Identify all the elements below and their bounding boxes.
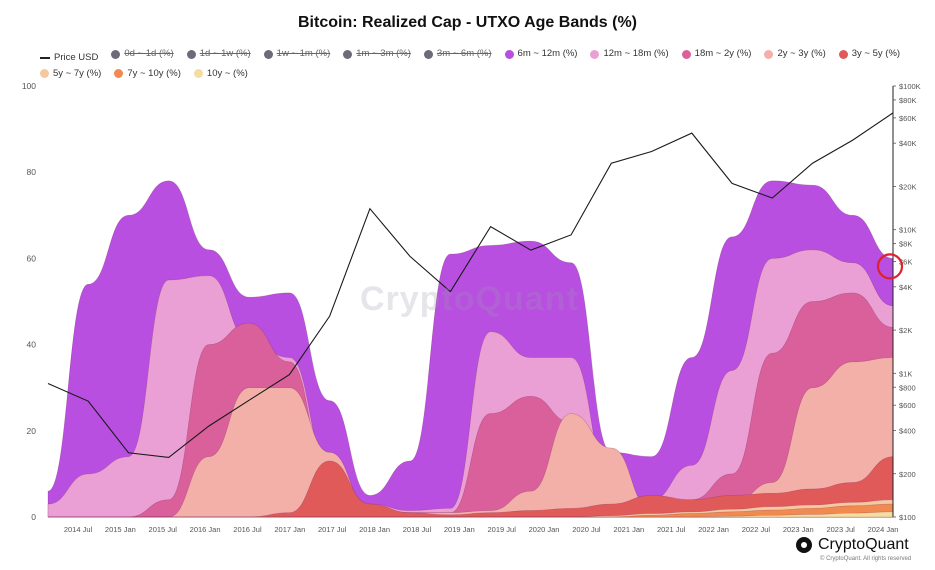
x-tick-label: 2023 Jan bbox=[783, 525, 814, 534]
legend-swatch-icon bbox=[681, 49, 691, 59]
legend-swatch-icon bbox=[263, 49, 273, 59]
legend-item[interactable]: 0d ~ 1d (%) bbox=[111, 46, 174, 62]
y-right-tick-label: $8K bbox=[899, 240, 912, 249]
legend-label: 1w ~ 1m (%) bbox=[276, 48, 331, 59]
area-series bbox=[48, 511, 894, 518]
x-tick-label: 2021 Jul bbox=[657, 525, 686, 534]
legend-item[interactable]: 2y ~ 3y (%) bbox=[764, 46, 826, 62]
x-tick-label: 2024 Jan bbox=[868, 525, 899, 534]
cryptoquant-logo-icon bbox=[796, 537, 812, 553]
watermark-text: CryptoQuant bbox=[360, 280, 579, 318]
y-right-tick-label: $600 bbox=[899, 401, 916, 410]
y-right-tick-label: $1K bbox=[899, 369, 912, 378]
brand-name: CryptoQuant bbox=[818, 536, 909, 553]
y-right-tick-label: $200 bbox=[899, 470, 916, 479]
legend-label: 10y ~ (%) bbox=[206, 67, 248, 79]
y-left-tick-label: 40 bbox=[27, 340, 37, 350]
y-right-tick-label: $800 bbox=[899, 383, 916, 392]
legend-item[interactable]: Price USD bbox=[40, 50, 98, 66]
legend-swatch-icon bbox=[590, 49, 600, 59]
legend-swatch-icon bbox=[186, 49, 196, 59]
chart-legend: Price USD 0d ~ 1d (%) 1d ~ 1w (%) 1w ~ 1m (… bbox=[40, 46, 920, 84]
legend-label: 7y ~ 10y (%) bbox=[127, 67, 181, 79]
legend-label: 1m ~ 3m (%) bbox=[356, 48, 411, 59]
y-left-tick-label: 20 bbox=[27, 426, 37, 436]
legend-label: 18m ~ 2y (%) bbox=[694, 48, 752, 59]
legend-label: Price USD bbox=[54, 51, 99, 63]
x-tick-label: 2017 Jul bbox=[318, 525, 347, 534]
x-tick-label: 2023 Jul bbox=[826, 525, 855, 534]
x-tick-label: 2014 Jul bbox=[64, 525, 93, 534]
legend-item[interactable]: 1w ~ 1m (%) bbox=[263, 46, 331, 62]
x-tick-label: 2015 Jan bbox=[105, 525, 136, 534]
legend-item[interactable]: 12m ~ 18m (%) bbox=[590, 46, 669, 62]
y-left-tick-label: 60 bbox=[27, 253, 37, 263]
legend-swatch-icon bbox=[343, 49, 353, 59]
x-tick-label: 2018 Jan bbox=[359, 525, 390, 534]
legend-swatch-icon bbox=[423, 49, 433, 59]
legend-label: 1d ~ 1w (%) bbox=[199, 48, 251, 59]
chart-title: Bitcoin: Realized Cap - UTXO Age Bands (… bbox=[298, 14, 637, 31]
legend-swatch-icon bbox=[111, 49, 121, 59]
x-tick-label: 2021 Jan bbox=[613, 525, 644, 534]
legend-label: 2y ~ 3y (%) bbox=[777, 48, 826, 59]
x-tick-label: 2017 Jan bbox=[274, 525, 305, 534]
x-tick-label: 2019 Jan bbox=[444, 525, 475, 534]
legend-item[interactable]: 6m ~ 12m (%) bbox=[504, 46, 578, 62]
legend-swatch-icon bbox=[838, 49, 848, 59]
x-tick-label: 2015 Jul bbox=[149, 525, 178, 534]
x-tick-label: 2020 Jul bbox=[572, 525, 601, 534]
y-right-tick-label: $80K bbox=[899, 96, 917, 105]
x-tick-label: 2022 Jan bbox=[698, 525, 729, 534]
legend-item[interactable]: 1d ~ 1w (%) bbox=[186, 46, 251, 62]
legend-item[interactable]: 7y ~ 10y (%) bbox=[114, 66, 181, 82]
x-tick-label: 2019 Jul bbox=[488, 525, 517, 534]
brand-logo: CryptoQuant bbox=[796, 536, 909, 554]
y-right-tick-label: $4K bbox=[899, 283, 912, 292]
y-right-tick-label: $40K bbox=[899, 139, 917, 148]
legend-label: 6m ~ 12m (%) bbox=[517, 48, 578, 59]
y-right-tick-label: $2K bbox=[899, 326, 912, 335]
x-tick-label: 2016 Jul bbox=[233, 525, 262, 534]
y-right-tick-label: $6K bbox=[899, 258, 912, 267]
y-right-tick-label: $100 bbox=[899, 513, 916, 522]
area-series bbox=[48, 357, 894, 518]
legend-item[interactable]: 3y ~ 5y (%) bbox=[838, 46, 901, 62]
legend-swatch-icon bbox=[114, 69, 124, 79]
y-right-tick-label: $20K bbox=[899, 182, 917, 191]
legend-swatch-icon bbox=[40, 57, 50, 59]
copyright-text: © CryptoQuant. All rights reserved bbox=[820, 556, 912, 562]
legend-item[interactable]: 5y ~ 7y (%) bbox=[40, 66, 101, 82]
legend-item[interactable]: 18m ~ 2y (%) bbox=[681, 46, 752, 62]
legend-item[interactable]: 3m ~ 6m (%) bbox=[423, 46, 492, 62]
x-tick-label: 2018 Jul bbox=[403, 525, 432, 534]
legend-swatch-icon bbox=[504, 49, 514, 59]
y-right-tick-label: $100K bbox=[899, 82, 921, 91]
legend-swatch-icon bbox=[40, 69, 49, 79]
y-right-tick-label: $10K bbox=[899, 226, 917, 235]
y-left-tick-label: 80 bbox=[27, 167, 37, 177]
legend-label: 3m ~ 6m (%) bbox=[436, 48, 492, 59]
x-tick-label: 2016 Jan bbox=[190, 525, 221, 534]
y-right-tick-label: $400 bbox=[899, 427, 916, 436]
price-line bbox=[47, 112, 894, 458]
y-left-tick-label: 100 bbox=[22, 81, 36, 91]
legend-label: 5y ~ 7y (%) bbox=[53, 67, 102, 79]
highlight-circle bbox=[876, 253, 904, 280]
legend-item[interactable]: 10y ~ (%) bbox=[193, 66, 248, 82]
legend-item[interactable]: 1m ~ 3m (%) bbox=[343, 46, 411, 62]
y-left-tick-label: 0 bbox=[31, 512, 36, 522]
x-tick-label: 2022 Jul bbox=[742, 525, 771, 534]
legend-swatch-icon bbox=[764, 49, 774, 59]
legend-label: 0d ~ 1d (%) bbox=[124, 48, 174, 59]
x-tick-label: 2020 Jan bbox=[529, 525, 560, 534]
y-right-tick-label: $60K bbox=[899, 114, 917, 123]
legend-swatch-icon bbox=[193, 69, 203, 79]
legend-label: 3y ~ 5y (%) bbox=[851, 48, 901, 59]
legend-label: 12m ~ 18m (%) bbox=[603, 48, 669, 59]
